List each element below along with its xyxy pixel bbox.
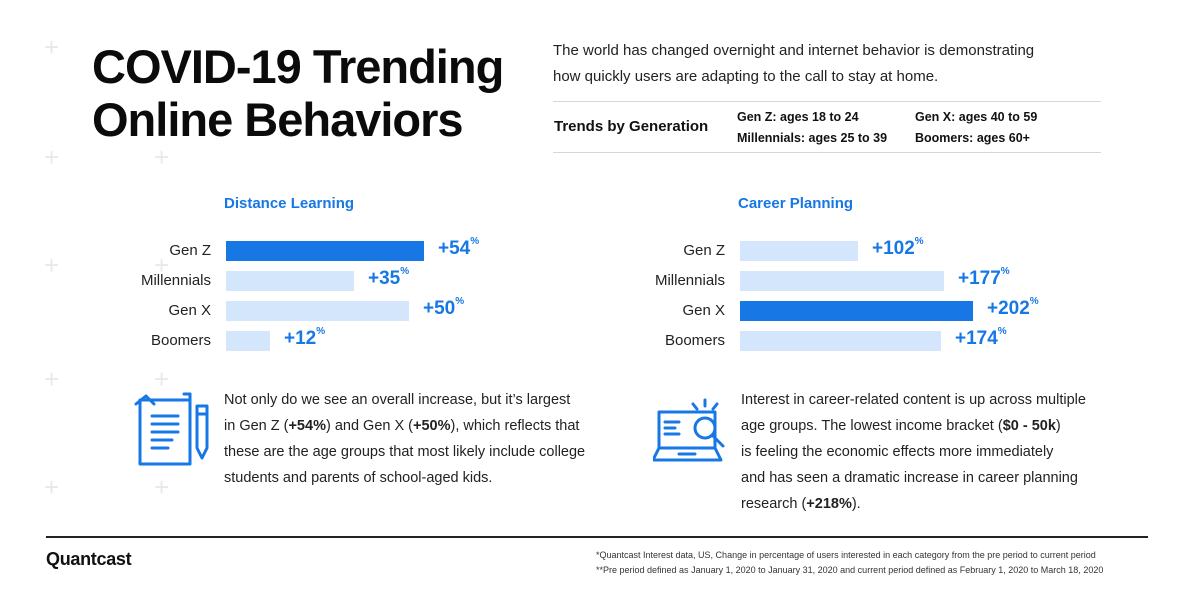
brand-logo: Quantcast <box>46 549 132 569</box>
bar-value-label: +35% <box>368 266 410 290</box>
text-fragment: in Gen Z ( <box>224 418 289 434</box>
footnote: **Pre period defined as January 1, 2020 … <box>596 565 1104 575</box>
decor-plus: + <box>44 142 60 172</box>
footnote: *Quantcast Interest data, US, Change in … <box>596 550 1096 560</box>
decor-plus: + <box>154 364 170 394</box>
bar-value-label: +177% <box>958 266 1010 290</box>
text-fragment: ), which reflects that <box>450 418 580 434</box>
career-planning-description: Interest in career-related content is up… <box>741 387 1131 517</box>
laptop-search-icon <box>653 398 725 462</box>
bar-value-label: +202% <box>987 296 1039 320</box>
bar-value-number: +102 <box>872 238 915 259</box>
generation-item: Millennials: ages 25 to 39 <box>737 131 888 145</box>
decor-plus: + <box>44 32 60 62</box>
bar-value-number: +174 <box>955 328 998 349</box>
bar-value-number: +35 <box>368 268 401 289</box>
text-fragment: ). <box>851 496 861 512</box>
bar-category-label: Gen X <box>168 302 211 319</box>
bar-value-label: +50% <box>423 296 465 320</box>
paragraph-line: in Gen Z (+54%) and Gen X (+50%), which … <box>224 413 604 439</box>
bar-value-number: +12 <box>284 328 317 349</box>
bar-value-unit: % <box>455 296 465 307</box>
distance-learning-description: Not only do we see an overall increase, … <box>224 387 604 491</box>
decor-plus: + <box>44 250 60 280</box>
generation-legend-label: Trends by Generation <box>554 118 709 135</box>
bar-value-label: +102% <box>872 236 924 260</box>
bar-value-label: +12% <box>284 326 326 350</box>
bar-value-unit: % <box>914 236 924 247</box>
bar-value-unit: % <box>1029 296 1039 307</box>
bar-category-label: Boomers <box>664 332 725 349</box>
generation-item: Boomers: ages 60+ <box>915 131 1030 145</box>
title-line: Online Behaviors <box>92 93 464 146</box>
text-highlight: +50% <box>413 418 451 434</box>
bar-value-label: +54% <box>438 236 480 260</box>
text-fragment: ) and Gen X ( <box>325 418 414 434</box>
text-highlight: $0 - 50k <box>1002 418 1056 434</box>
intro-text: The world has changed overnight and inte… <box>553 38 1113 90</box>
bar-value-label: +174% <box>955 326 1007 350</box>
decor-plus: + <box>154 250 170 280</box>
intro-line: how quickly users are adapting to the ca… <box>553 68 939 85</box>
intro-line: The world has changed overnight and inte… <box>553 42 1035 59</box>
generation-item: Gen Z: ages 18 to 24 <box>737 110 859 124</box>
bar <box>740 301 973 321</box>
bar-value-unit: % <box>316 326 326 337</box>
generation-item: Gen X: ages 40 to 59 <box>915 110 1038 124</box>
bar-value-number: +50 <box>423 298 456 319</box>
bar-value-unit: % <box>1000 266 1010 277</box>
bar <box>740 241 858 261</box>
bar <box>740 271 944 291</box>
paragraph-line: Interest in career-related content is up… <box>741 392 1086 408</box>
paragraph-line: research (+218%). <box>741 491 1131 517</box>
chart-title-career-planning: Career Planning <box>738 195 854 212</box>
text-fragment: age groups. The lowest income bracket ( <box>741 418 1003 434</box>
decor-plus: + <box>44 364 60 394</box>
text-highlight: +54% <box>288 418 326 434</box>
bar-value-unit: % <box>470 236 480 247</box>
paragraph-line: is feeling the economic effects more imm… <box>741 444 1054 460</box>
generation-legend: Trends by Generation Gen Z: ages 18 to 2… <box>553 101 1101 153</box>
paragraph-line: and has seen a dramatic increase in care… <box>741 470 1078 486</box>
bar <box>226 301 409 321</box>
bar-value-unit: % <box>997 326 1007 337</box>
paragraph-line: Not only do we see an overall increase, … <box>224 392 571 408</box>
document-pencil-icon <box>134 392 209 466</box>
text-fragment: research ( <box>741 496 807 512</box>
bar <box>226 271 354 291</box>
bar-value-unit: % <box>400 266 410 277</box>
paragraph-line: students and parents of school-aged kids… <box>224 470 493 486</box>
bar-value-number: +202 <box>987 298 1030 319</box>
decor-plus: + <box>154 472 170 502</box>
title-line: COVID-19 Trending <box>92 40 504 93</box>
bar-value-number: +54 <box>438 238 471 259</box>
bar-category-label: Gen Z <box>683 242 725 259</box>
page-title: COVID-19 Trending Online Behaviors <box>92 40 504 146</box>
bar-category-label: Boomers <box>150 332 211 349</box>
footer-divider <box>46 536 1148 538</box>
bar <box>740 331 941 351</box>
bar-category-label: Gen X <box>682 302 725 319</box>
bar <box>226 241 424 261</box>
text-fragment: ) <box>1055 418 1061 434</box>
bar-category-label: Gen Z <box>169 242 211 259</box>
decor-plus: + <box>154 142 170 172</box>
bar-value-number: +177 <box>958 268 1001 289</box>
bar <box>226 331 270 351</box>
text-highlight: +218% <box>806 496 852 512</box>
paragraph-line: these are the age groups that most likel… <box>224 444 586 460</box>
bar-category-label: Millennials <box>654 272 725 289</box>
paragraph-line: age groups. The lowest income bracket ($… <box>741 413 1131 439</box>
decor-plus: + <box>44 472 60 502</box>
bar-category-label: Millennials <box>140 272 211 289</box>
chart-title-distance-learning: Distance Learning <box>224 195 355 212</box>
